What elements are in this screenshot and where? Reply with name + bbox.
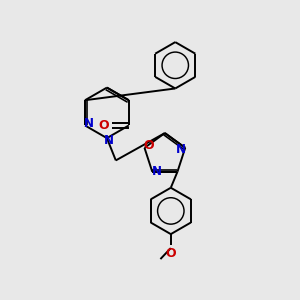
Text: N: N <box>176 143 186 156</box>
Text: N: N <box>152 165 162 178</box>
Text: O: O <box>143 139 154 152</box>
Text: N: N <box>84 117 94 130</box>
Text: O: O <box>98 119 109 132</box>
Text: N: N <box>103 134 113 147</box>
Text: O: O <box>166 247 176 260</box>
